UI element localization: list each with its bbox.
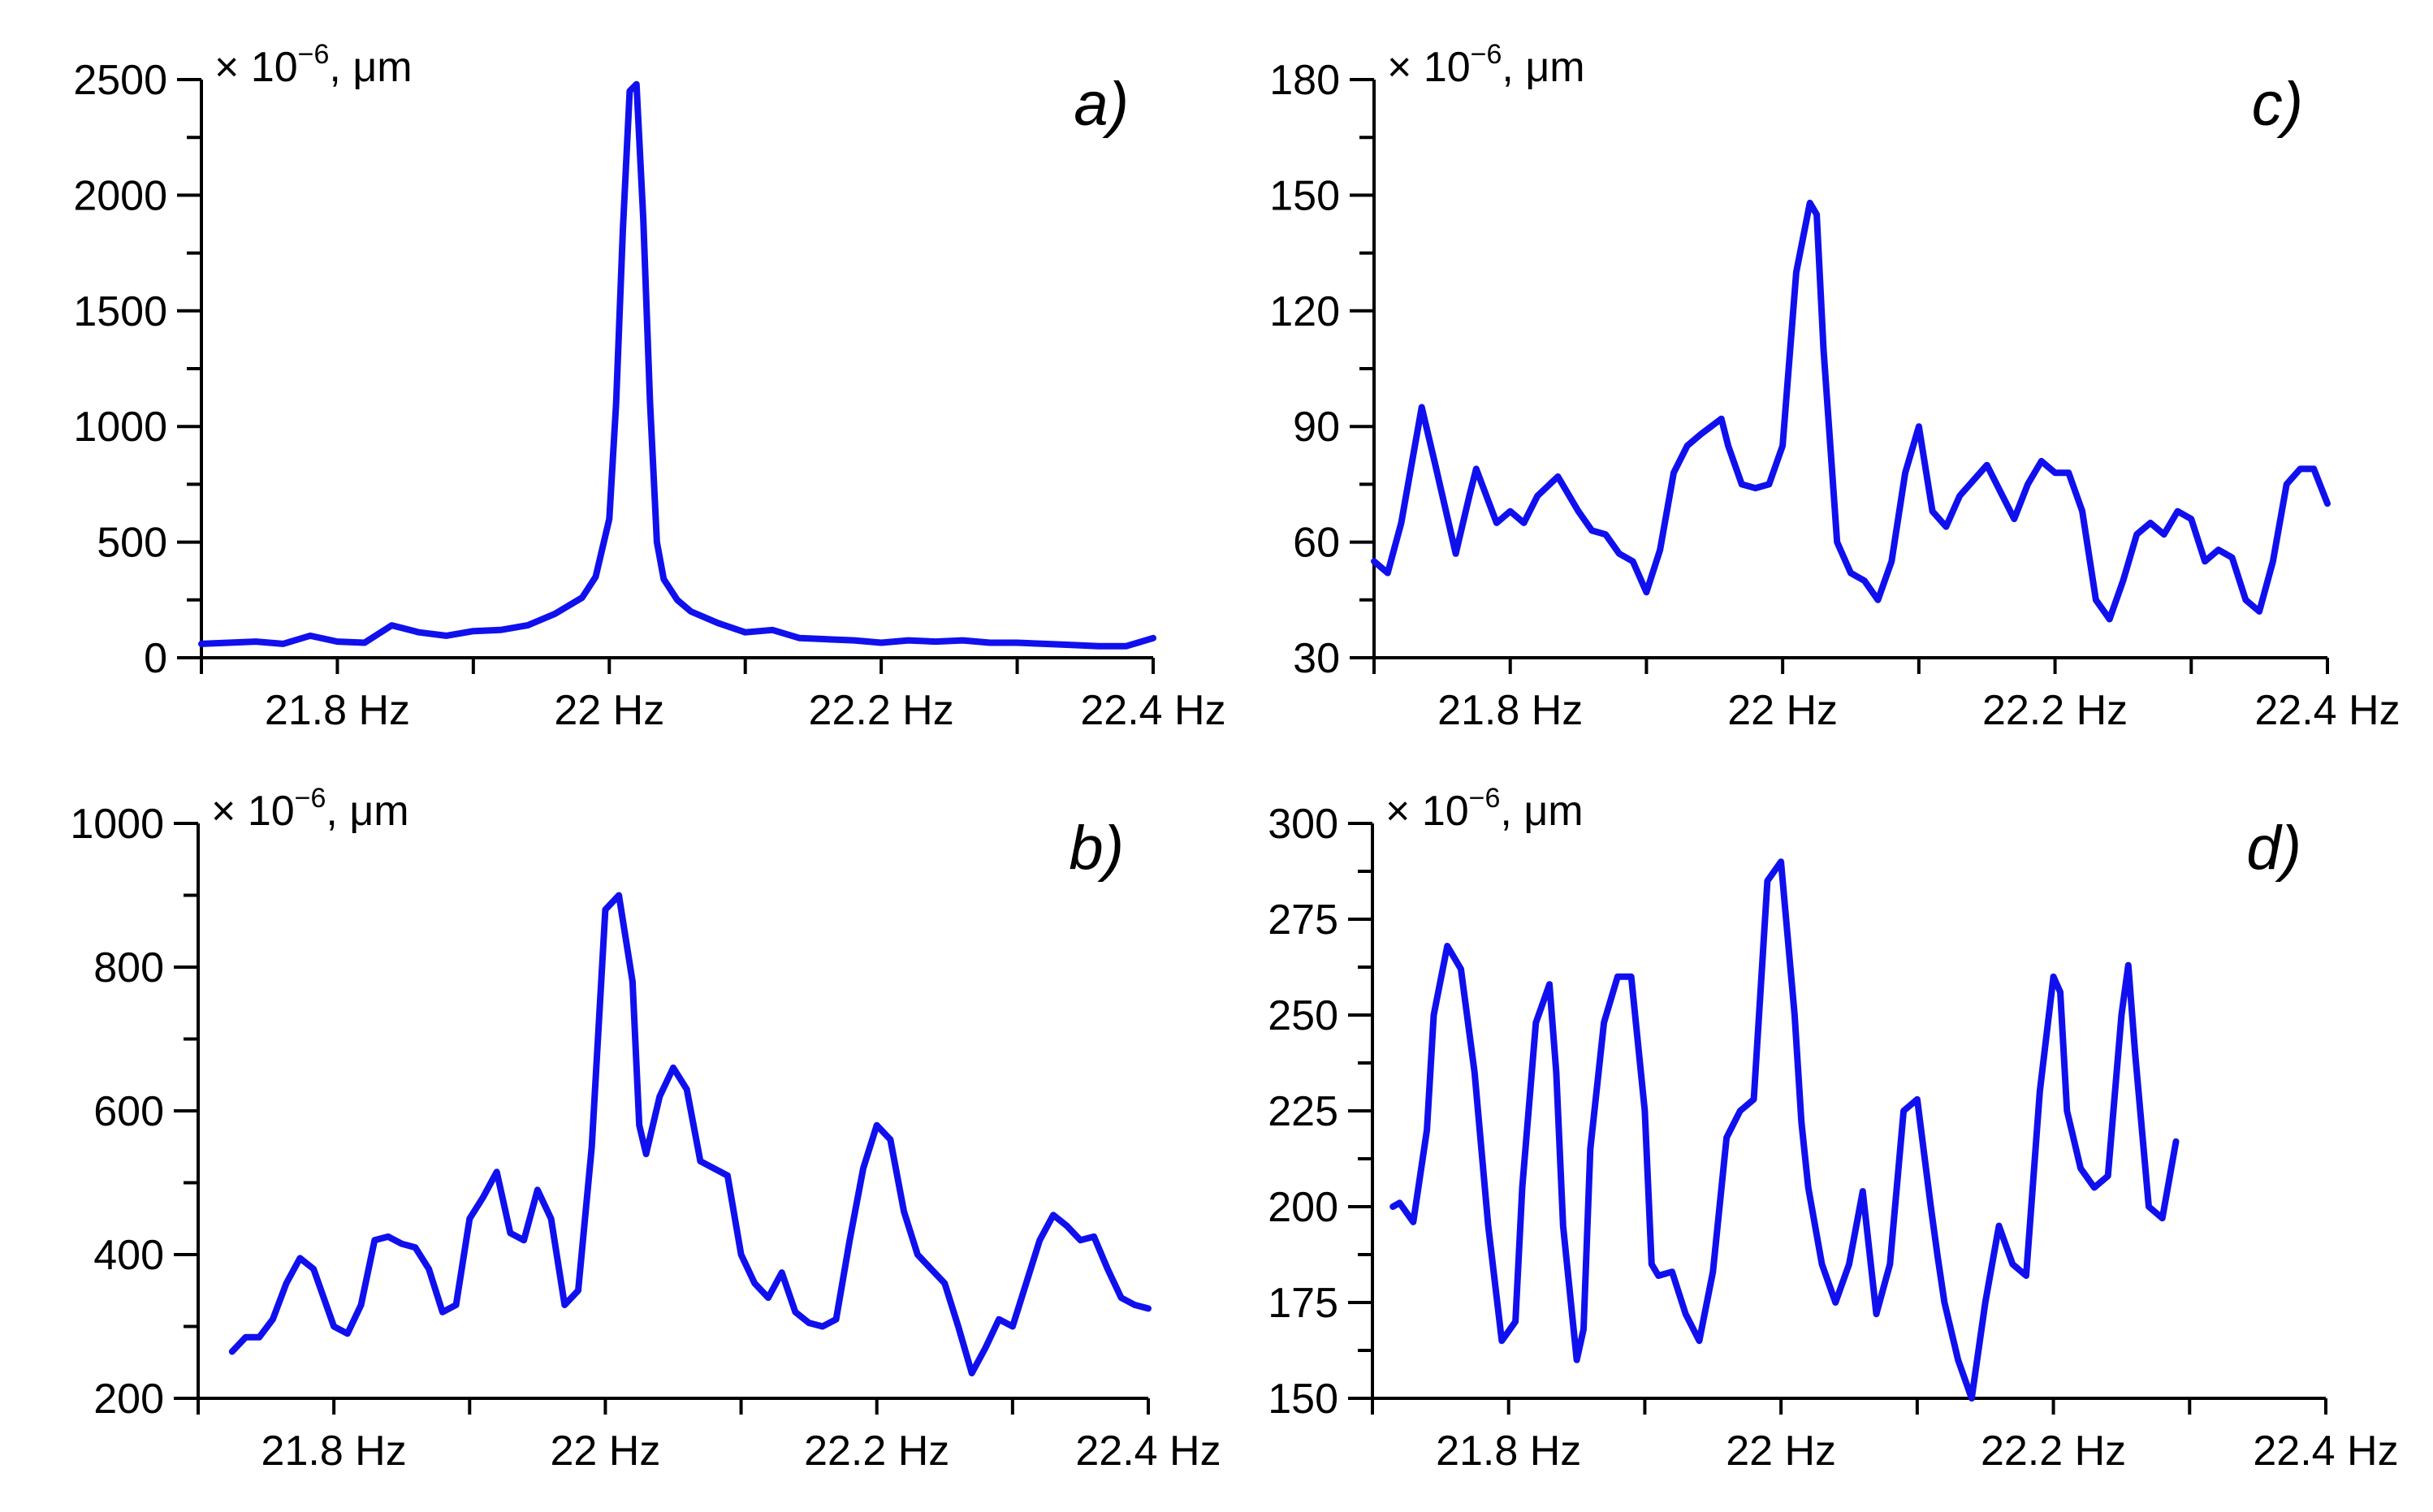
x-tick-label: 22.2 Hz bbox=[1982, 687, 2128, 734]
panel-b-unit-exponent: −6 bbox=[295, 783, 326, 814]
panel-a-series-line bbox=[198, 80, 1156, 650]
panel-a-unit-suffix: , μm bbox=[329, 44, 412, 91]
x-tick-label: 22.4 Hz bbox=[2253, 1428, 2398, 1475]
x-tick-label: 22 Hz bbox=[554, 687, 664, 734]
panel-b-unit-prefix: × 10 bbox=[211, 788, 295, 835]
panel-d-unit-exponent: −6 bbox=[1469, 783, 1501, 814]
panel-d-unit-label: × 10−6, μm bbox=[1385, 783, 1584, 835]
panel-a-unit-prefix: × 10 bbox=[214, 44, 298, 91]
panel-a-label: a) bbox=[1074, 70, 1129, 139]
panel-c-x-tick-labels: 21.8 Hz 22 Hz 22.2 Hz 22.4 Hz bbox=[1437, 687, 2401, 734]
panel-a-unit-label: × 10−6, μm bbox=[214, 39, 413, 91]
panel-c-unit-prefix: × 10 bbox=[1387, 44, 1471, 91]
y-tick-label: 2500 bbox=[73, 57, 167, 104]
y-tick-label: 200 bbox=[1268, 1184, 1338, 1231]
panel-b-unit-suffix: , μm bbox=[326, 788, 408, 835]
panel-d-label: d) bbox=[2246, 814, 2301, 883]
panel-d-unit-prefix: × 10 bbox=[1385, 788, 1469, 835]
panel-b: 200 400 600 800 1000 21.8 Hz 22 Hz 22.2 Hz 22.4… bbox=[70, 783, 1221, 1475]
x-tick-label: 21.8 Hz bbox=[265, 687, 410, 734]
panel-c-axes bbox=[1350, 78, 2329, 674]
x-tick-label: 22 Hz bbox=[551, 1428, 661, 1475]
panel-a-y-tick-labels: 0 500 1000 1500 2000 2500 bbox=[73, 57, 167, 682]
y-tick-label: 1000 bbox=[73, 404, 167, 451]
y-tick-label: 250 bbox=[1268, 992, 1338, 1039]
y-tick-label: 200 bbox=[93, 1376, 164, 1423]
y-tick-label: 30 bbox=[1293, 635, 1340, 682]
x-tick-label: 22.4 Hz bbox=[2254, 687, 2400, 734]
panel-c-label: c) bbox=[2252, 70, 2303, 139]
x-tick-label: 22.4 Hz bbox=[1075, 1428, 1221, 1475]
panel-c: 30 60 90 120 150 180 21.8 Hz 22 Hz 22.2 Hz 22.4 … bbox=[1269, 39, 2400, 734]
panel-c-y-tick-labels: 30 60 90 120 150 180 bbox=[1269, 57, 1340, 682]
x-tick-label: 22.4 Hz bbox=[1080, 687, 1225, 734]
y-tick-label: 1500 bbox=[73, 288, 167, 335]
panel-a: 0 500 1000 1500 2000 2500 21.8 Hz 22 Hz 22.2 Hz… bbox=[73, 39, 1225, 734]
y-tick-label: 500 bbox=[97, 520, 167, 567]
panel-b-y-tick-labels: 200 400 600 800 1000 bbox=[70, 801, 164, 1423]
y-tick-label: 90 bbox=[1293, 404, 1340, 451]
x-tick-label: 22.2 Hz bbox=[804, 1428, 949, 1475]
panel-a-x-tick-labels: 21.8 Hz 22 Hz 22.2 Hz 22.4 Hz bbox=[265, 687, 1226, 734]
panel-c-series-line bbox=[1371, 199, 2331, 623]
panel-d-axes bbox=[1348, 822, 2327, 1415]
panel-b-label: b) bbox=[1069, 814, 1124, 883]
y-tick-label: 2000 bbox=[73, 172, 167, 219]
x-tick-label: 22.2 Hz bbox=[809, 687, 954, 734]
x-tick-label: 21.8 Hz bbox=[1436, 1428, 1581, 1475]
y-tick-label: 600 bbox=[93, 1088, 164, 1135]
y-tick-label: 300 bbox=[1268, 801, 1338, 848]
y-tick-label: 1000 bbox=[70, 801, 164, 848]
panel-d-unit-suffix: , μm bbox=[1500, 788, 1583, 835]
y-tick-label: 275 bbox=[1268, 896, 1338, 944]
x-tick-label: 21.8 Hz bbox=[261, 1428, 407, 1475]
y-tick-label: 60 bbox=[1293, 520, 1340, 567]
panel-b-unit-label: × 10−6, μm bbox=[211, 783, 409, 835]
panel-d-series-line bbox=[1389, 858, 2180, 1402]
x-tick-label: 21.8 Hz bbox=[1437, 687, 1583, 734]
panel-c-unit-exponent: −6 bbox=[1471, 39, 1502, 70]
y-tick-label: 150 bbox=[1269, 172, 1340, 219]
panel-b-axes bbox=[174, 822, 1150, 1415]
y-tick-label: 400 bbox=[93, 1232, 164, 1279]
panel-c-unit-label: × 10−6, μm bbox=[1387, 39, 1585, 91]
y-tick-label: 180 bbox=[1269, 57, 1340, 104]
x-tick-label: 22.2 Hz bbox=[1981, 1428, 2126, 1475]
x-tick-label: 22 Hz bbox=[1726, 1428, 1836, 1475]
y-tick-label: 0 bbox=[144, 635, 167, 682]
panel-d: 150 175 200 225 250 275 300 21.8 Hz 22 Hz 22.2 H… bbox=[1268, 783, 2398, 1475]
y-tick-label: 175 bbox=[1268, 1280, 1338, 1327]
y-tick-label: 225 bbox=[1268, 1088, 1338, 1135]
y-tick-label: 120 bbox=[1269, 288, 1340, 335]
panel-c-unit-suffix: , μm bbox=[1502, 44, 1584, 91]
panel-b-x-tick-labels: 21.8 Hz 22 Hz 22.2 Hz 22.4 Hz bbox=[261, 1428, 1221, 1475]
panel-d-y-tick-labels: 150 175 200 225 250 275 300 bbox=[1268, 801, 1338, 1423]
panel-d-x-tick-labels: 21.8 Hz 22 Hz 22.2 Hz 22.4 Hz bbox=[1436, 1428, 2399, 1475]
panel-a-unit-exponent: −6 bbox=[298, 39, 330, 70]
x-tick-label: 22 Hz bbox=[1727, 687, 1838, 734]
panel-b-series-line bbox=[228, 892, 1152, 1376]
panel-a-axes bbox=[177, 78, 1155, 674]
y-tick-label: 800 bbox=[93, 944, 164, 991]
y-tick-label: 150 bbox=[1268, 1376, 1338, 1423]
